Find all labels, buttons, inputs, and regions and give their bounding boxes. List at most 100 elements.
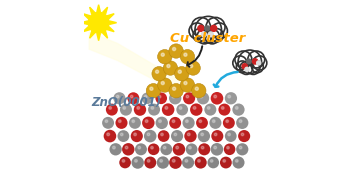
Circle shape [88, 12, 109, 33]
Circle shape [169, 44, 183, 58]
Circle shape [238, 130, 250, 142]
Circle shape [178, 70, 181, 73]
Circle shape [158, 130, 169, 142]
Circle shape [189, 146, 191, 149]
Polygon shape [90, 7, 95, 14]
Circle shape [241, 133, 244, 136]
Circle shape [198, 130, 210, 142]
Circle shape [161, 81, 164, 85]
Circle shape [109, 107, 111, 109]
Circle shape [186, 61, 200, 75]
Circle shape [142, 92, 153, 104]
Circle shape [190, 103, 203, 116]
Circle shape [176, 146, 179, 149]
Circle shape [189, 64, 193, 68]
Circle shape [195, 87, 198, 90]
Circle shape [225, 130, 237, 142]
Circle shape [156, 70, 159, 73]
Circle shape [193, 29, 206, 42]
Circle shape [138, 146, 141, 149]
Circle shape [171, 130, 183, 142]
Text: ZnO(0001): ZnO(0001) [91, 96, 161, 109]
Circle shape [106, 104, 118, 116]
Circle shape [144, 130, 157, 142]
Circle shape [197, 29, 211, 44]
Circle shape [120, 104, 132, 116]
Circle shape [226, 120, 229, 122]
Circle shape [145, 120, 148, 122]
Circle shape [172, 95, 175, 98]
Circle shape [131, 156, 144, 169]
Circle shape [132, 120, 135, 122]
Text: Cu cluster: Cu cluster [171, 32, 246, 45]
Circle shape [198, 143, 210, 155]
Circle shape [220, 157, 232, 168]
Polygon shape [83, 14, 90, 19]
Circle shape [196, 117, 208, 129]
Circle shape [135, 143, 147, 155]
Circle shape [163, 146, 166, 149]
Circle shape [240, 62, 253, 74]
Circle shape [180, 50, 195, 64]
Circle shape [169, 117, 181, 129]
Circle shape [163, 61, 178, 75]
Circle shape [123, 107, 126, 109]
Circle shape [137, 107, 140, 109]
Circle shape [125, 146, 128, 149]
Circle shape [221, 107, 224, 109]
Polygon shape [107, 27, 114, 32]
Circle shape [223, 117, 235, 129]
Circle shape [211, 143, 223, 156]
Circle shape [225, 92, 237, 105]
Circle shape [235, 107, 238, 109]
Circle shape [205, 26, 210, 31]
Circle shape [192, 17, 210, 36]
Circle shape [135, 160, 137, 162]
Circle shape [179, 107, 182, 109]
Circle shape [172, 159, 175, 162]
Circle shape [257, 61, 261, 65]
Circle shape [151, 107, 154, 109]
Circle shape [105, 120, 108, 122]
Circle shape [160, 143, 172, 155]
Polygon shape [89, 32, 182, 94]
Circle shape [129, 117, 141, 129]
Polygon shape [103, 7, 108, 14]
Circle shape [211, 92, 223, 105]
Circle shape [117, 130, 129, 142]
Circle shape [186, 143, 198, 155]
Circle shape [169, 92, 181, 105]
Circle shape [201, 146, 204, 149]
Circle shape [248, 51, 265, 68]
Circle shape [122, 143, 135, 156]
Circle shape [253, 56, 267, 70]
Circle shape [110, 143, 122, 156]
Circle shape [122, 160, 125, 162]
Circle shape [169, 156, 182, 169]
Circle shape [130, 95, 133, 98]
Circle shape [116, 95, 119, 98]
Circle shape [173, 143, 185, 156]
Circle shape [151, 146, 153, 149]
Circle shape [147, 160, 150, 162]
Circle shape [208, 32, 213, 37]
Circle shape [213, 120, 215, 122]
Circle shape [183, 92, 195, 104]
Circle shape [198, 160, 200, 162]
Circle shape [232, 156, 245, 169]
Circle shape [169, 84, 183, 98]
Circle shape [205, 29, 220, 44]
Circle shape [187, 133, 190, 136]
Circle shape [235, 160, 238, 162]
Circle shape [185, 120, 188, 122]
Circle shape [210, 160, 213, 162]
Circle shape [252, 59, 258, 64]
Circle shape [233, 56, 247, 70]
Circle shape [195, 16, 221, 43]
Circle shape [214, 133, 217, 136]
Circle shape [174, 67, 189, 81]
Circle shape [214, 146, 216, 149]
Circle shape [189, 23, 205, 39]
Circle shape [218, 104, 230, 116]
Circle shape [146, 84, 161, 98]
